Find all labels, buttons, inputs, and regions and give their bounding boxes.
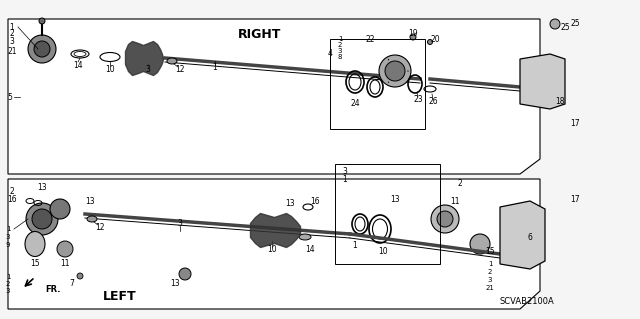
Text: 14: 14 <box>305 244 315 254</box>
Text: 22: 22 <box>365 34 375 43</box>
Circle shape <box>50 199 70 219</box>
Text: 6: 6 <box>527 233 532 241</box>
Ellipse shape <box>25 232 45 256</box>
Text: 2: 2 <box>458 180 462 189</box>
Text: 2: 2 <box>6 281 10 287</box>
Text: 25: 25 <box>560 23 570 32</box>
Text: 11: 11 <box>451 197 460 205</box>
Text: 1: 1 <box>488 261 492 267</box>
Text: 1: 1 <box>10 23 14 32</box>
Text: 26: 26 <box>428 97 438 106</box>
Circle shape <box>431 205 459 233</box>
Circle shape <box>39 18 45 24</box>
Text: 13: 13 <box>37 182 47 191</box>
Circle shape <box>428 40 433 44</box>
Text: 13: 13 <box>390 195 400 204</box>
Ellipse shape <box>87 216 97 222</box>
Circle shape <box>379 55 411 87</box>
Text: 21: 21 <box>486 285 495 291</box>
Circle shape <box>385 61 405 81</box>
Text: 2: 2 <box>488 269 492 275</box>
Circle shape <box>437 211 453 227</box>
Text: 20: 20 <box>430 35 440 44</box>
Text: 3: 3 <box>488 277 492 283</box>
Text: 16: 16 <box>7 195 17 204</box>
Text: 13: 13 <box>170 279 180 288</box>
Text: 23: 23 <box>413 94 423 103</box>
Text: 13: 13 <box>85 197 95 206</box>
Polygon shape <box>8 179 540 309</box>
Text: 1: 1 <box>353 241 357 249</box>
Text: 10: 10 <box>378 247 388 256</box>
Circle shape <box>410 34 416 40</box>
Text: 1: 1 <box>6 274 10 280</box>
Text: 2: 2 <box>10 187 14 196</box>
Text: 16: 16 <box>310 197 320 205</box>
Text: 15: 15 <box>485 247 495 256</box>
Text: 14: 14 <box>73 61 83 70</box>
Text: 3: 3 <box>338 48 342 54</box>
Text: 19: 19 <box>408 29 418 39</box>
Bar <box>330 39 425 129</box>
Text: 5: 5 <box>8 93 12 101</box>
Circle shape <box>470 234 490 254</box>
Text: 25: 25 <box>570 19 580 28</box>
Text: 1: 1 <box>212 63 218 71</box>
Circle shape <box>550 19 560 29</box>
Text: 24: 24 <box>350 100 360 108</box>
Text: 15: 15 <box>30 259 40 269</box>
Polygon shape <box>520 54 565 109</box>
Text: 3: 3 <box>145 65 150 75</box>
Text: 3: 3 <box>342 167 348 175</box>
Text: 3: 3 <box>6 288 10 294</box>
Text: 1: 1 <box>6 226 10 232</box>
Circle shape <box>34 41 50 57</box>
Polygon shape <box>500 201 545 269</box>
Circle shape <box>57 241 73 257</box>
Text: 13: 13 <box>285 199 295 209</box>
Circle shape <box>179 268 191 280</box>
Circle shape <box>26 203 58 235</box>
Text: 7: 7 <box>70 279 74 288</box>
Text: SCVAB2100A: SCVAB2100A <box>500 296 555 306</box>
Text: 1: 1 <box>338 36 342 42</box>
Text: 1: 1 <box>342 174 348 183</box>
Text: 4: 4 <box>328 49 332 58</box>
Text: 9: 9 <box>6 242 10 248</box>
Text: RIGHT: RIGHT <box>238 27 282 41</box>
Text: 10: 10 <box>105 64 115 73</box>
Text: 12: 12 <box>95 222 105 232</box>
Text: 3: 3 <box>6 234 10 240</box>
Text: 21: 21 <box>7 47 17 56</box>
Circle shape <box>32 209 52 229</box>
Text: 10: 10 <box>267 244 277 254</box>
Text: FR.: FR. <box>45 285 61 293</box>
Text: 17: 17 <box>570 120 580 129</box>
Circle shape <box>77 273 83 279</box>
Ellipse shape <box>299 234 311 240</box>
Text: 3: 3 <box>177 219 182 228</box>
Text: 12: 12 <box>175 64 185 73</box>
Ellipse shape <box>167 58 177 64</box>
Bar <box>335 164 440 264</box>
Text: 11: 11 <box>60 259 70 269</box>
Polygon shape <box>8 19 540 174</box>
Text: LEFT: LEFT <box>103 291 137 303</box>
Text: 8: 8 <box>338 54 342 60</box>
Text: 17: 17 <box>570 195 580 204</box>
Circle shape <box>28 35 56 63</box>
Text: 2: 2 <box>338 42 342 48</box>
Text: 18: 18 <box>556 97 564 106</box>
Text: 2: 2 <box>10 29 14 39</box>
Text: 3: 3 <box>10 36 15 46</box>
